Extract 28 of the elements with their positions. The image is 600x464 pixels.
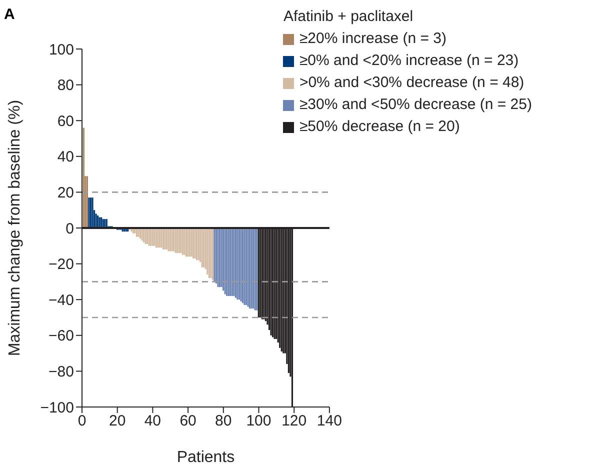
x-tick-label: 40 bbox=[144, 412, 162, 430]
y-tick-label: −80 bbox=[48, 364, 74, 381]
y-tick-label: 80 bbox=[57, 77, 74, 94]
x-tick-label: 60 bbox=[180, 412, 196, 430]
y-tick-label: 60 bbox=[57, 112, 74, 130]
legend-label: ≥20% increase (n = 3) bbox=[299, 29, 446, 49]
x-tick-label: 80 bbox=[215, 412, 232, 430]
y-tick-label: −20 bbox=[48, 256, 74, 274]
legend-title: Afatinib + paclitaxel bbox=[283, 7, 414, 27]
x-tick-label: 0 bbox=[78, 412, 86, 430]
legend-label: ≥50% decrease (n = 20) bbox=[299, 117, 460, 137]
x-tick-label: 120 bbox=[282, 412, 307, 430]
legend-label: ≥0% and <20% increase (n = 23) bbox=[299, 51, 519, 71]
x-tick-label: 20 bbox=[109, 412, 126, 430]
y-tick-label: 0 bbox=[66, 220, 74, 238]
text: A bbox=[4, 6, 15, 23]
y-tick-label: −40 bbox=[48, 292, 74, 309]
y-tick-label: −100 bbox=[40, 399, 74, 416]
y-axis-title: Maximum change from baseline (%) bbox=[6, 100, 24, 356]
legend-label: ≥30% and <50% decrease (n = 25) bbox=[299, 95, 532, 115]
x-axis-title: Patients bbox=[176, 449, 235, 464]
y-tick-label: 100 bbox=[48, 41, 74, 58]
x-tick-label: 100 bbox=[246, 412, 272, 430]
x-tick-label: 140 bbox=[316, 412, 342, 430]
legend-label: >0% and <30% decrease (n = 48) bbox=[299, 73, 524, 93]
y-tick-label: 40 bbox=[57, 148, 74, 166]
y-tick-label: 20 bbox=[57, 184, 74, 202]
y-tick-label: −60 bbox=[48, 328, 74, 345]
